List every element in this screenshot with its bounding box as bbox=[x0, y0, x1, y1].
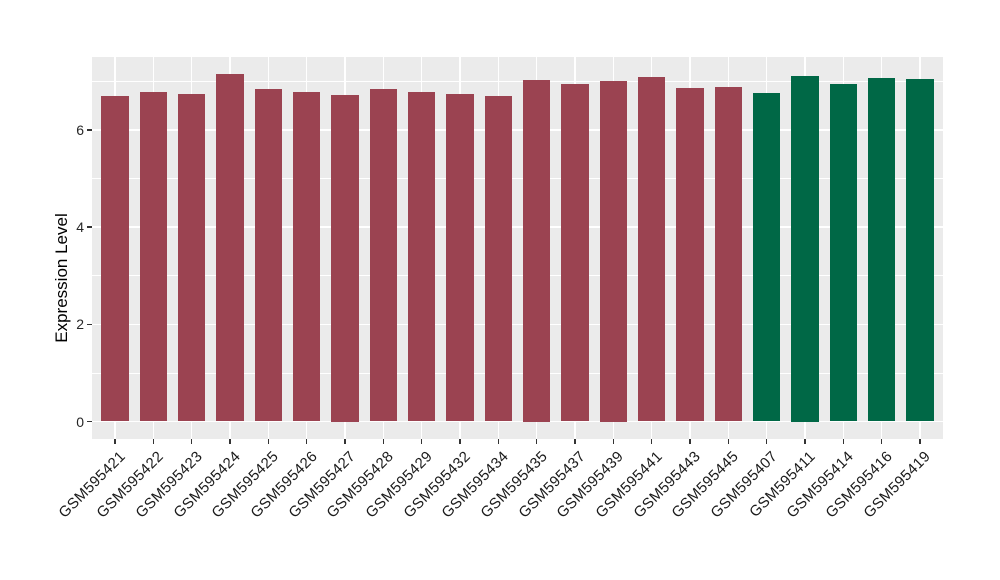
x-tick-mark bbox=[535, 439, 538, 444]
bar-GSM595427 bbox=[331, 94, 359, 422]
x-tick-mark bbox=[804, 439, 806, 444]
x-tick-mark bbox=[190, 439, 193, 444]
bar-GSM595425 bbox=[254, 88, 283, 422]
bar-GSM595419 bbox=[906, 79, 934, 422]
x-tick-mark bbox=[114, 439, 116, 444]
bar-GSM595414 bbox=[829, 83, 858, 422]
x-tick-mark bbox=[459, 439, 461, 444]
gridline-major bbox=[92, 129, 943, 131]
bar-GSM595429 bbox=[407, 91, 436, 422]
bar-GSM595443 bbox=[676, 88, 704, 422]
plot-panel bbox=[92, 57, 943, 439]
x-tick-mark bbox=[267, 439, 270, 444]
bar-GSM595421 bbox=[101, 96, 129, 422]
x-tick-mark bbox=[650, 439, 653, 444]
y-tick-label: 6 bbox=[76, 121, 84, 138]
x-tick-mark bbox=[305, 439, 308, 444]
y-axis-title: Expression Level bbox=[52, 213, 71, 343]
x-tick-mark bbox=[382, 439, 385, 444]
x-tick-mark bbox=[880, 439, 883, 444]
bar-GSM595445 bbox=[714, 87, 743, 422]
x-tick-mark bbox=[727, 439, 730, 444]
x-tick-mark bbox=[765, 439, 768, 444]
x-tick-mark bbox=[919, 439, 921, 444]
bar-GSM595423 bbox=[177, 93, 206, 422]
x-tick-mark bbox=[420, 439, 423, 444]
gridline-major bbox=[92, 226, 943, 228]
x-tick-mark bbox=[344, 439, 346, 444]
bar-GSM595422 bbox=[139, 91, 168, 422]
gridline-minor bbox=[92, 80, 943, 82]
bar-GSM595437 bbox=[561, 83, 589, 422]
bar-GSM595435 bbox=[522, 80, 551, 422]
x-tick-mark bbox=[229, 439, 231, 444]
bar-GSM595407 bbox=[752, 93, 781, 422]
y-tick-label: 2 bbox=[76, 316, 84, 333]
x-tick-mark bbox=[574, 439, 576, 444]
bar-GSM595432 bbox=[446, 93, 474, 422]
y-tick-mark bbox=[86, 323, 92, 326]
gridline-minor bbox=[92, 275, 943, 277]
bar-GSM595428 bbox=[369, 89, 398, 422]
bar-GSM595416 bbox=[867, 77, 896, 422]
y-tick-mark bbox=[86, 129, 92, 131]
y-tick-mark bbox=[86, 420, 92, 423]
y-tick-label: 0 bbox=[76, 413, 84, 430]
x-tick-mark bbox=[497, 439, 500, 444]
bar-GSM595411 bbox=[791, 75, 819, 422]
x-tick-mark bbox=[842, 439, 845, 444]
gridline-major bbox=[92, 323, 943, 326]
y-tick-mark bbox=[86, 226, 92, 228]
bar-GSM595439 bbox=[599, 81, 628, 422]
gridline-minor bbox=[92, 178, 943, 179]
y-tick-label: 4 bbox=[76, 219, 84, 236]
gridline-major bbox=[92, 420, 943, 423]
bar-GSM595426 bbox=[292, 92, 321, 422]
bar-GSM595434 bbox=[484, 96, 513, 422]
bar-GSM595441 bbox=[637, 77, 666, 422]
x-tick-mark bbox=[689, 439, 691, 444]
x-tick-mark bbox=[612, 439, 615, 444]
gridline-minor bbox=[92, 372, 943, 374]
x-tick-mark bbox=[152, 439, 155, 444]
bar-GSM595424 bbox=[216, 74, 244, 422]
